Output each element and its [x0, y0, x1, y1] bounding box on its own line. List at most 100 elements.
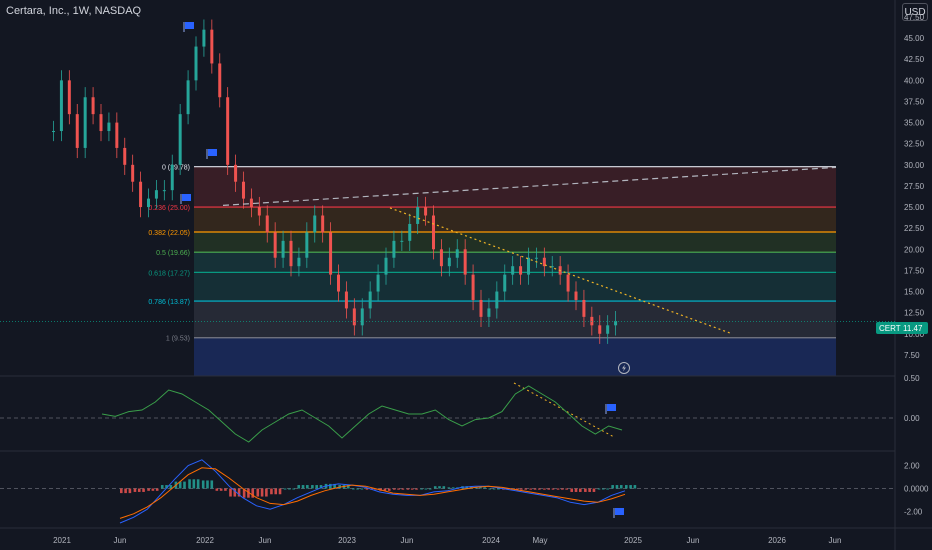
histogram-bar [401, 488, 405, 490]
price-tick-label: 35.00 [904, 119, 925, 128]
time-tick-label: Jun [114, 536, 127, 545]
price-tick-label: 22.50 [904, 224, 925, 233]
histogram-bar [297, 485, 301, 489]
candle-body [107, 122, 111, 132]
histogram-bar [192, 479, 196, 489]
histogram-bar [306, 485, 309, 489]
price-tick-label: 27.50 [904, 182, 925, 191]
candle-body [574, 291, 578, 300]
histogram-bar [346, 485, 350, 489]
flag-icon[interactable] [206, 149, 217, 159]
histogram-bar [247, 488, 250, 498]
histogram-bar [543, 488, 546, 490]
candle-body [503, 274, 507, 292]
histogram-bar [160, 485, 164, 489]
histogram-bar [270, 488, 273, 495]
candle-body [376, 274, 380, 292]
histogram-bar [229, 488, 232, 497]
macd-line [119, 459, 626, 524]
histogram-bar [142, 488, 145, 492]
candle-body [392, 240, 396, 258]
candle-body [131, 164, 135, 182]
fib-level-label: 0.786 (13.87) [148, 299, 190, 306]
candle-body [321, 215, 325, 233]
currency-button[interactable]: USD [902, 3, 928, 21]
histogram-bar [538, 488, 541, 490]
histogram-bar [360, 488, 364, 490]
candle-body [416, 207, 420, 224]
candle-body [178, 114, 182, 165]
flag-icon[interactable] [180, 194, 191, 204]
fib-level-label: 1 (9.53) [166, 336, 190, 343]
flag-icon[interactable] [605, 404, 616, 414]
oscillator-tick-label: 0.50 [904, 374, 920, 383]
histogram-bar [319, 485, 323, 489]
histogram-bar [529, 488, 533, 490]
flag-icon[interactable] [613, 508, 624, 518]
histogram-bar [497, 488, 500, 490]
histogram-bar [406, 488, 410, 490]
histogram-bar [469, 486, 473, 489]
histogram-bar [424, 488, 428, 490]
histogram-bar [570, 488, 574, 492]
candle-body [273, 232, 277, 258]
price-tick-label: 37.50 [904, 97, 925, 106]
candle-body [495, 291, 499, 309]
lightning-icon[interactable] [618, 362, 630, 374]
price-tick-label: 42.50 [904, 55, 925, 64]
candle-body [162, 190, 166, 192]
histogram-bar [260, 488, 264, 497]
candle-body [52, 131, 55, 133]
histogram-bar [137, 488, 141, 492]
candle-body [606, 325, 610, 334]
candle-body [123, 147, 127, 165]
price-tick-label: 40.00 [904, 76, 925, 85]
histogram-bar [329, 483, 332, 489]
time-tick-label: May [532, 536, 547, 545]
histogram-bar [597, 488, 601, 490]
candle-body [242, 181, 245, 199]
price-badge-value: 11.47 [903, 324, 923, 333]
histogram-bar [219, 488, 223, 491]
histogram-bar [606, 488, 609, 490]
histogram-bar [183, 481, 186, 489]
time-tick-label: Jun [259, 536, 272, 545]
histogram-bar [483, 487, 487, 489]
histogram-bar [415, 488, 418, 490]
candle-body [329, 232, 333, 275]
candle-body [550, 266, 554, 268]
histogram-bar [392, 488, 396, 490]
flag-icon[interactable] [183, 22, 194, 32]
candle-body [305, 232, 309, 258]
histogram-bar [488, 488, 492, 490]
candle-body [368, 291, 372, 309]
macd-pane [0, 459, 895, 524]
fibonacci-retracement[interactable]: 0 (29.78) 0.236 (25.00) 0.382 (22.05) 0.5 (… [148, 165, 836, 376]
histogram-bar [356, 488, 359, 490]
histogram-bar [420, 488, 423, 490]
histogram-bar [333, 483, 336, 489]
histogram-bar [383, 488, 387, 491]
price-axis[interactable]: 47.50 45.00 42.50 40.00 37.50 35.00 32.50 30.00… [904, 13, 929, 517]
histogram-bar [265, 488, 268, 497]
symbol-title: Certara, Inc., 1W, NASDAQ [6, 5, 142, 17]
candle-body [289, 240, 293, 267]
histogram-bar [438, 486, 441, 489]
histogram-bar [196, 479, 200, 489]
price-tick-label: 20.00 [904, 245, 925, 254]
candle-body [218, 63, 222, 98]
time-axis[interactable]: 2021 Jun 2022 Jun 2023 Jun 2024 May 2025 Jun 2026 J… [53, 536, 841, 545]
histogram-bar [428, 488, 432, 490]
histogram-bar [625, 485, 628, 489]
candle-body [344, 291, 348, 309]
histogram-bar [633, 485, 637, 489]
price-tick-label: 12.50 [904, 309, 925, 318]
histogram-bar [602, 488, 605, 490]
histogram-bar [629, 485, 632, 489]
histogram-bar [533, 488, 537, 490]
dashed-trendline [222, 166, 837, 206]
fib-level-label: 0 (29.78) [162, 165, 190, 172]
candle-body [479, 299, 483, 317]
